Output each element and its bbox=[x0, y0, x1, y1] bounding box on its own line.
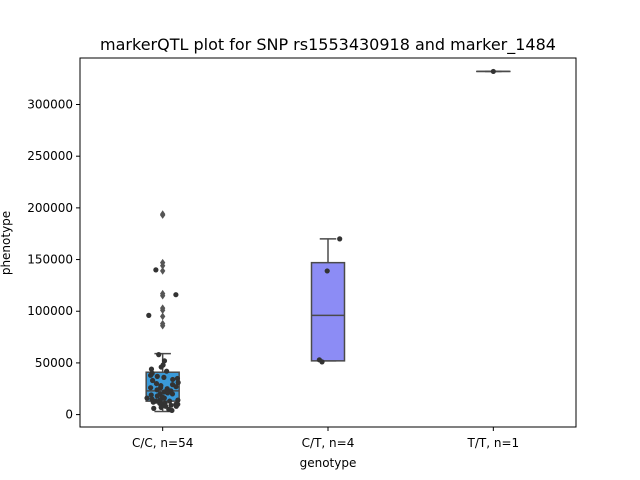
data-point bbox=[174, 375, 181, 382]
outlier-marker bbox=[160, 312, 166, 321]
data-point bbox=[490, 68, 496, 75]
chart-title: markerQTL plot for SNP rs1553430918 and … bbox=[100, 35, 556, 55]
data-point bbox=[158, 404, 164, 410]
x-tick-label: T/T, n=1 bbox=[467, 436, 520, 450]
y-axis-label: phenotype bbox=[0, 211, 13, 275]
data-point bbox=[175, 397, 181, 403]
data-point bbox=[168, 402, 174, 408]
data-point bbox=[173, 403, 179, 409]
data-point bbox=[154, 393, 160, 399]
y-tick-label: 200000 bbox=[27, 201, 73, 215]
data-point bbox=[150, 399, 156, 405]
data-point bbox=[148, 366, 155, 372]
data-point bbox=[165, 390, 171, 396]
data-point bbox=[153, 267, 159, 273]
x-tick-label: C/T, n=4 bbox=[302, 436, 355, 450]
data-point bbox=[324, 268, 330, 274]
y-tick-label: 50000 bbox=[35, 356, 73, 370]
data-point bbox=[157, 400, 163, 406]
box bbox=[310, 261, 346, 362]
outlier-marker bbox=[160, 289, 166, 298]
data-point bbox=[147, 372, 154, 378]
data-point bbox=[154, 373, 160, 379]
x-tick-label: C/C, n=54 bbox=[132, 436, 193, 450]
data-point bbox=[148, 385, 154, 391]
data-point bbox=[146, 312, 152, 318]
data-point bbox=[169, 391, 176, 397]
strip-points bbox=[316, 236, 343, 365]
y-tick-label: 150000 bbox=[27, 253, 73, 267]
axes: 0 50000 100000 150000 200000 250000 300000 C/C,… bbox=[27, 98, 519, 450]
box-group bbox=[310, 238, 346, 362]
data-point bbox=[161, 374, 167, 380]
data-point bbox=[150, 377, 156, 384]
data-point bbox=[337, 236, 343, 242]
data-point bbox=[161, 395, 167, 401]
outlier-marker bbox=[160, 258, 166, 267]
strip-points bbox=[490, 68, 496, 75]
x-axis-label: genotype bbox=[300, 456, 357, 470]
outlier-marker bbox=[160, 319, 166, 328]
data-point bbox=[169, 407, 175, 414]
data-point bbox=[160, 362, 166, 368]
data-point bbox=[173, 384, 179, 390]
data-point bbox=[144, 395, 150, 401]
data-point bbox=[175, 379, 181, 386]
data-point bbox=[156, 352, 162, 358]
outlier-marker bbox=[160, 210, 166, 218]
y-tick-label: 100000 bbox=[27, 304, 73, 318]
outlier-marker bbox=[160, 304, 166, 312]
y-tick-label: 250000 bbox=[27, 149, 73, 163]
outlier-marker bbox=[160, 267, 166, 275]
data-point bbox=[170, 376, 176, 383]
data-point bbox=[167, 398, 173, 404]
data-point bbox=[319, 359, 325, 365]
y-tick-label: 0 bbox=[65, 408, 73, 422]
data-point bbox=[151, 405, 157, 411]
strip-points bbox=[144, 267, 181, 414]
data-point bbox=[154, 387, 160, 393]
data-point bbox=[153, 380, 160, 387]
data-point bbox=[164, 368, 170, 374]
data-point bbox=[173, 292, 179, 298]
y-tick-label: 300000 bbox=[27, 98, 73, 112]
data-point bbox=[161, 358, 168, 364]
plot-area bbox=[144, 68, 511, 414]
data-point bbox=[148, 392, 154, 398]
